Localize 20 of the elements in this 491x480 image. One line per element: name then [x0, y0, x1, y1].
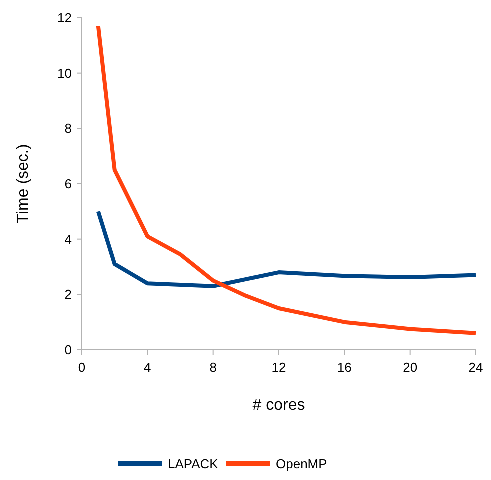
x-tick-label: 8	[210, 360, 217, 375]
x-tick-label: 4	[144, 360, 152, 375]
x-tick-label: 24	[468, 360, 484, 375]
legend-label: OpenMP	[276, 456, 328, 472]
line-series	[96, 210, 478, 288]
x-tick-label: 0	[78, 360, 86, 375]
y-tick-label: 4	[64, 232, 72, 247]
y-tick-label: 10	[58, 66, 72, 81]
y-tick-label: 2	[64, 287, 72, 302]
x-tick-label: 20	[403, 360, 418, 375]
x-tick-label: 16	[337, 360, 352, 375]
x-axis-title: # cores	[252, 397, 306, 414]
y-tick-label: 0	[64, 342, 72, 358]
y-axis-title: Time (sec.)	[15, 144, 32, 224]
y-tick-label: 12	[58, 10, 72, 26]
line-series	[96, 24, 478, 336]
x-tick-label: 12	[272, 360, 286, 375]
y-tick-label: 8	[64, 121, 72, 136]
legend-label: LAPACK	[168, 456, 219, 472]
y-tick-label: 6	[64, 176, 72, 192]
